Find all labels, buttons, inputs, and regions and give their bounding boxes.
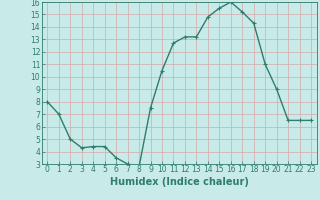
X-axis label: Humidex (Indice chaleur): Humidex (Indice chaleur) (110, 177, 249, 187)
